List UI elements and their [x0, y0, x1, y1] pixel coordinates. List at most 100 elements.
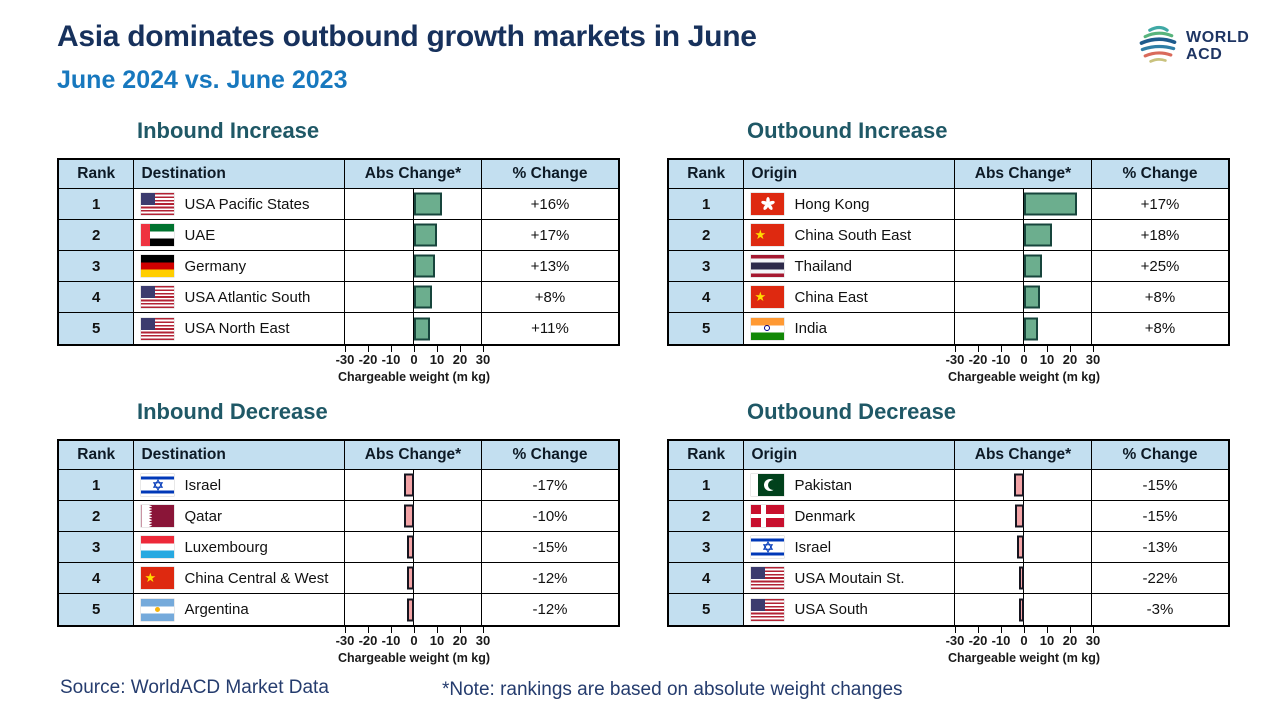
abs-change-cell	[954, 282, 1092, 313]
market-cell: Thailand	[744, 251, 955, 282]
decrease-bar	[1019, 566, 1024, 590]
axis-tick-label: -10	[381, 633, 401, 648]
table-row: 1 Israel -17%	[59, 470, 619, 501]
flag-israel-icon	[141, 474, 175, 496]
increase-bar	[1023, 285, 1041, 309]
col-header-market: Destination	[134, 160, 345, 189]
section-title-outbound-decrease: Outbound Decrease	[747, 399, 957, 424]
axis-tick-label: 10	[429, 352, 445, 367]
market-name: Germany	[184, 257, 247, 275]
market-name: Luxembourg	[184, 538, 268, 556]
flag-usa-icon	[751, 567, 785, 589]
pct-change-cell: -15%	[1092, 501, 1229, 532]
axis-tick	[345, 346, 346, 352]
axis-tick	[460, 627, 461, 633]
rank-cell: 4	[669, 282, 745, 313]
table-header-row: Rank Origin Abs Change*% Change	[669, 441, 1229, 470]
axis-tick	[391, 346, 392, 352]
abs-change-cell	[954, 563, 1092, 594]
decrease-bar	[1013, 473, 1024, 497]
axis-tick-label: -30	[945, 633, 965, 648]
col-header-rank: Rank	[59, 160, 135, 189]
pct-change-cell: -12%	[532, 601, 568, 618]
market-cell: USA Atlantic South	[134, 282, 345, 313]
rank-cell: 1	[669, 470, 745, 501]
axis-tick	[1001, 346, 1002, 352]
col-header-pct-change: % Change	[1092, 441, 1229, 470]
flag-uae-icon	[141, 224, 175, 246]
flag-china-icon: ★	[751, 224, 785, 246]
abs-change-cell	[954, 220, 1092, 251]
axis-caption: Chargeable weight (m kg)	[337, 370, 491, 384]
axis-tick	[955, 627, 956, 633]
weight-axis: -30 -20 -10 0 10 20 30 Chargeable weight (m kg)	[946, 346, 1100, 390]
axis-tick	[483, 627, 484, 633]
axis-tick	[437, 627, 438, 633]
axis-tick-label: 30	[475, 633, 491, 648]
market-cell: Qatar	[134, 501, 345, 532]
market-name: China South East	[794, 226, 912, 244]
col-header-abs-change: Abs Change*	[344, 441, 482, 470]
increase-bar	[413, 254, 435, 278]
globe-icon	[1136, 22, 1180, 71]
abs-change-cell	[955, 594, 1092, 625]
increase-bar	[413, 317, 431, 340]
pct-change-cell: -22%	[1092, 563, 1229, 594]
market-name: Hong Kong	[794, 195, 870, 213]
pct-change-cell: +17%	[1092, 189, 1229, 220]
col-header-pct-change: % Change	[482, 441, 619, 470]
flag-argentina-icon	[141, 598, 175, 621]
rank-cell: 3	[59, 532, 135, 563]
rank-cell: 5	[669, 594, 745, 625]
axis-tick-label: -20	[358, 633, 378, 648]
weight-axis: -30 -20 -10 0 10 20 30 Chargeable weight (m kg)	[336, 346, 490, 390]
axis-tick-label: 10	[1039, 633, 1055, 648]
col-header-market: Origin	[744, 160, 955, 189]
table-row: 1 Pakistan -15%	[669, 470, 1229, 501]
decrease-bar	[407, 535, 414, 559]
market-name: Pakistan	[794, 476, 852, 494]
zero-axis-line	[412, 282, 414, 312]
decrease-bar	[407, 566, 414, 590]
rank-cell: 5	[669, 313, 745, 344]
table-row: 1 Hong Kong +17%	[669, 189, 1229, 220]
table-inbound-increase: Rank Destination Abs Change*% Change 1 USA P…	[57, 158, 620, 346]
table-row: 5 Argentina -12%	[59, 594, 618, 625]
market-name: Argentina	[184, 601, 249, 618]
axis-tick	[1001, 627, 1002, 633]
increase-bar	[1023, 254, 1043, 278]
market-cell: USA North East	[134, 313, 345, 344]
axis-caption: Chargeable weight (m kg)	[337, 651, 491, 665]
table-row: 4 USA Atlantic South +8%	[59, 282, 619, 313]
table-row: 5 India +8%	[669, 313, 1228, 344]
market-cell: ★ China South East	[744, 220, 955, 251]
rank-cell: 2	[669, 220, 745, 251]
axis-tick	[1093, 627, 1094, 633]
market-cell: Luxembourg	[134, 532, 345, 563]
axis-tick-label: 20	[452, 352, 468, 367]
zero-axis-line	[412, 313, 414, 344]
zero-axis-line	[1022, 313, 1024, 344]
abs-change-cell	[954, 501, 1092, 532]
abs-change-cell	[954, 189, 1092, 220]
table-header-row: Rank Destination Abs Change*% Change	[59, 441, 619, 470]
axis-tick	[1047, 627, 1048, 633]
market-name: China East	[794, 288, 868, 306]
col-header-abs-change: Abs Change*	[954, 160, 1092, 189]
rank-cell: 2	[59, 220, 135, 251]
axis-tick-label: 10	[1039, 352, 1055, 367]
col-header-pct-change: % Change	[482, 160, 619, 189]
abs-change-cell	[344, 563, 482, 594]
abs-change-cell	[344, 282, 482, 313]
axis-tick-label: -30	[945, 352, 965, 367]
market-name: UAE	[184, 226, 216, 244]
zero-axis-line	[1022, 282, 1024, 312]
market-cell: Germany	[134, 251, 345, 282]
abs-change-cell	[954, 251, 1092, 282]
table-header-row: Rank Destination Abs Change*% Change	[59, 160, 619, 189]
market-name: India	[794, 320, 827, 337]
axis-tick-label: 0	[410, 633, 418, 648]
table-row: 4 ★ China East +8%	[669, 282, 1229, 313]
decrease-bar	[407, 598, 414, 621]
zero-axis-line	[1022, 189, 1024, 219]
